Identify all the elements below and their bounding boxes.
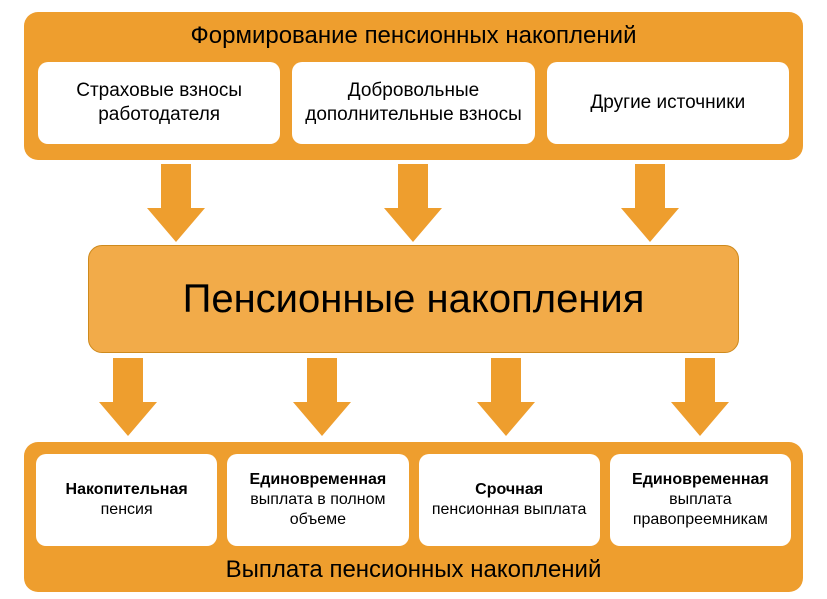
arrow-stem [635, 164, 665, 208]
payout-box: Единовременная выплата в полном объеме [227, 454, 408, 546]
payout-bold: Накопительная [66, 480, 188, 500]
arrow-head-icon [621, 208, 679, 242]
payout-rest: пенсия [101, 500, 153, 520]
payout-bold: Единовременная [632, 470, 769, 490]
payout-rest: выплата правопреемникам [620, 490, 781, 530]
arrow-head-icon [384, 208, 442, 242]
arrow-stem [685, 358, 715, 402]
source-box: Страховые взносы работодателя [38, 62, 280, 144]
payout-rest: выплата в полном объеме [237, 490, 398, 530]
arrow-stem [491, 358, 521, 402]
payout-title: Выплата пенсионных накоплений [226, 556, 602, 584]
payout-box: Срочная пенсионная выплата [419, 454, 600, 546]
arrow-head-icon [293, 402, 351, 436]
arrow-head-icon [477, 402, 535, 436]
savings-title: Пенсионные накопления [183, 277, 645, 322]
savings-panel: Пенсионные накопления [88, 245, 739, 353]
payout-types-row: Накопительная пенсия Единовременная выпл… [24, 454, 803, 546]
payout-box: Накопительная пенсия [36, 454, 217, 546]
arrow-stem [161, 164, 191, 208]
formation-title: Формирование пенсионных накоплений [191, 22, 637, 50]
arrow-head-icon [147, 208, 205, 242]
formation-panel: Формирование пенсионных накоплений Страх… [24, 12, 803, 160]
arrow-head-icon [99, 402, 157, 436]
payout-bold: Срочная [475, 480, 543, 500]
formation-sources-row: Страховые взносы работодателя Добровольн… [24, 62, 803, 144]
arrow-head-icon [671, 402, 729, 436]
source-box: Другие источники [547, 62, 789, 144]
payout-rest: пенсионная выплата [432, 500, 587, 520]
arrow-stem [113, 358, 143, 402]
payout-box: Единовременная выплата правопреемникам [610, 454, 791, 546]
payout-panel: Накопительная пенсия Единовременная выпл… [24, 442, 803, 592]
arrow-stem [398, 164, 428, 208]
source-box: Добровольные дополнительные взносы [292, 62, 534, 144]
payout-bold: Единовременная [250, 470, 387, 490]
arrow-stem [307, 358, 337, 402]
